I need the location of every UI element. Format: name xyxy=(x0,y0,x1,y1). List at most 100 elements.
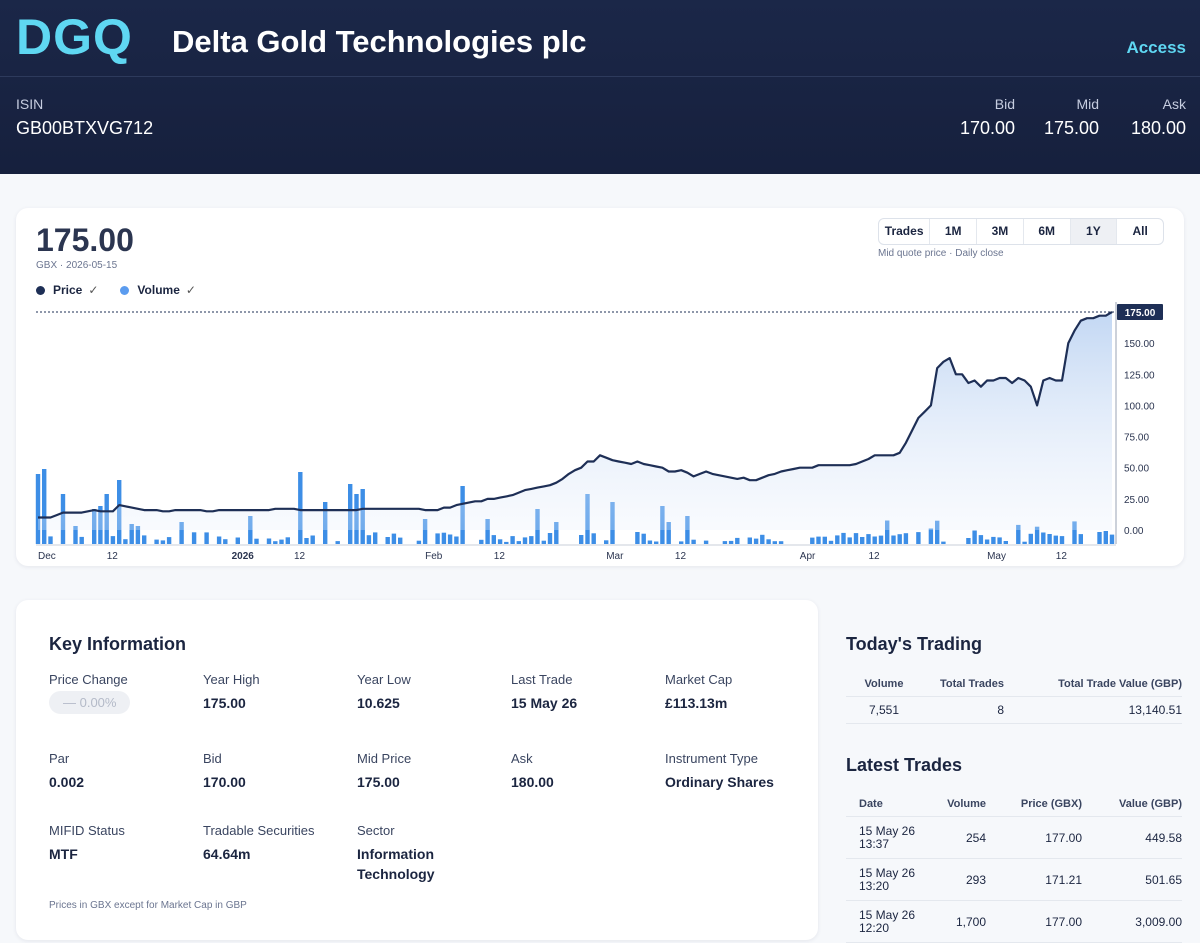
key-info-label: Market Cap xyxy=(665,672,733,687)
column-header: Price (GBX) xyxy=(986,792,1082,817)
legend-item-price[interactable]: Price ✓ xyxy=(36,283,98,297)
range-1y[interactable]: 1Y xyxy=(1070,219,1118,244)
table-row: 15 May 26 12:20 1,700 177.00 3,009.00 xyxy=(846,900,1182,943)
company-logo[interactable]: DGQ xyxy=(16,9,133,65)
key-info-label: Mid Price xyxy=(357,751,412,766)
volume-bar xyxy=(554,522,559,544)
volume-bar xyxy=(703,540,709,544)
volume-bar xyxy=(235,537,240,544)
table-row: 15 May 26 13:20 293 171.21 501.65 xyxy=(846,858,1182,901)
volume-bar xyxy=(647,540,653,544)
column-header: Total Trades xyxy=(922,672,1004,697)
volume-bar xyxy=(966,538,971,544)
trade-date-cell: 15 May 26 13:37 xyxy=(846,816,936,859)
volume-bar xyxy=(179,522,184,544)
volume-bar xyxy=(298,472,303,544)
key-info-label: Year High xyxy=(203,672,260,687)
table-cell: 13,140.51 xyxy=(1004,696,1182,724)
current-price: 175.00 xyxy=(36,222,134,258)
volume-bar xyxy=(810,537,815,544)
volume-bar xyxy=(897,534,902,544)
volume-bar xyxy=(641,533,646,544)
latest-trades-title: Latest Trades xyxy=(846,755,963,775)
volume-bar xyxy=(541,540,546,544)
company-name: Delta Gold Technologies plc xyxy=(172,24,587,59)
key-info-value: 180.00 xyxy=(511,774,554,790)
isin-label: ISIN xyxy=(16,96,44,112)
volume-bar xyxy=(42,469,47,544)
volume-bar xyxy=(266,538,272,544)
volume-bar xyxy=(204,532,209,544)
volume-bar xyxy=(1047,534,1052,544)
volume-bar xyxy=(766,539,771,544)
volume-bar xyxy=(123,539,128,544)
table-cell: 449.58 xyxy=(1082,816,1182,859)
key-info-item: Bid 170.00 xyxy=(203,751,353,792)
volume-bar xyxy=(760,534,765,544)
range-6m[interactable]: 6M xyxy=(1024,219,1071,244)
key-info-value: 170.00 xyxy=(203,774,246,790)
volume-bar xyxy=(73,526,78,544)
volume-bar xyxy=(916,532,921,544)
key-info-item: Price Change — 0.00% xyxy=(49,672,199,714)
volume-bar xyxy=(847,537,852,544)
key-info-value: Ordinary Shares xyxy=(665,774,774,790)
key-info-label: Sector xyxy=(357,823,395,838)
volume-bar xyxy=(903,533,909,544)
key-info-value: 15 May 26 xyxy=(511,695,578,711)
table-cell: 177.00 xyxy=(986,816,1082,859)
key-info-item: Sector Information Technology xyxy=(357,823,507,884)
range-selector: Trades 1M 3M 6M 1Y All xyxy=(878,218,1164,245)
volume-bar xyxy=(853,533,859,544)
volume-bar xyxy=(984,539,990,544)
volume-bar xyxy=(579,535,584,544)
volume-bar xyxy=(279,539,284,544)
range-3m[interactable]: 3M xyxy=(977,219,1024,244)
key-info-item: MIFID Status MTF xyxy=(49,823,199,864)
column-header: Volume xyxy=(936,792,986,817)
table-cell: 293 xyxy=(936,858,986,901)
volume-bar xyxy=(154,539,159,544)
volume-bar xyxy=(441,532,447,544)
volume-bar xyxy=(447,534,453,544)
x-tick-label: 12 xyxy=(494,551,506,562)
volume-dot-icon xyxy=(120,286,130,295)
y-tick-label: 100.00 xyxy=(1124,401,1155,412)
volume-bar xyxy=(1028,533,1033,544)
key-information-note: Prices in GBX except for Market Cap in G… xyxy=(49,900,247,911)
price-volume-chart[interactable]: 0.0025.0050.0075.00100.00125.00150.00175… xyxy=(16,208,1184,566)
trade-time: 13:37 xyxy=(859,836,890,851)
access-link[interactable]: Access xyxy=(1126,38,1186,57)
range-all[interactable]: All xyxy=(1132,224,1148,238)
volume-bar xyxy=(479,539,484,544)
trade-date: 15 May 26 xyxy=(859,865,916,880)
volume-bar xyxy=(997,537,1002,544)
volume-bar xyxy=(216,536,222,544)
volume-bar xyxy=(304,538,309,544)
volume-bar xyxy=(485,519,490,544)
volume-bar xyxy=(385,537,390,544)
legend-item-volume[interactable]: Volume ✓ xyxy=(120,283,196,297)
column-header: Date xyxy=(846,792,936,817)
key-info-value: 10.625 xyxy=(357,695,400,711)
column-header: Value (GBP) xyxy=(1082,792,1182,817)
range-1m[interactable]: 1M xyxy=(930,219,978,244)
volume-bar xyxy=(835,535,840,544)
y-tick-label: 125.00 xyxy=(1124,370,1155,381)
volume-bar xyxy=(285,537,290,544)
volume-bar xyxy=(310,535,315,544)
column-header: Volume xyxy=(846,672,922,697)
volume-bar xyxy=(398,537,403,544)
volume-bar xyxy=(1072,521,1077,544)
volume-bar xyxy=(497,539,503,544)
volume-bar xyxy=(1053,535,1058,544)
range-trades[interactable]: Trades xyxy=(879,219,931,244)
key-info-item: Market Cap £113.13m xyxy=(665,672,815,713)
volume-bar xyxy=(1103,531,1108,544)
y-tick-label: 150.00 xyxy=(1124,339,1155,350)
volume-bar xyxy=(878,535,884,544)
quote-ask: Ask 180.00 xyxy=(1131,96,1186,139)
key-info-value: 64.64m xyxy=(203,846,251,862)
volume-bar xyxy=(35,474,41,544)
volume-bar xyxy=(504,541,509,544)
